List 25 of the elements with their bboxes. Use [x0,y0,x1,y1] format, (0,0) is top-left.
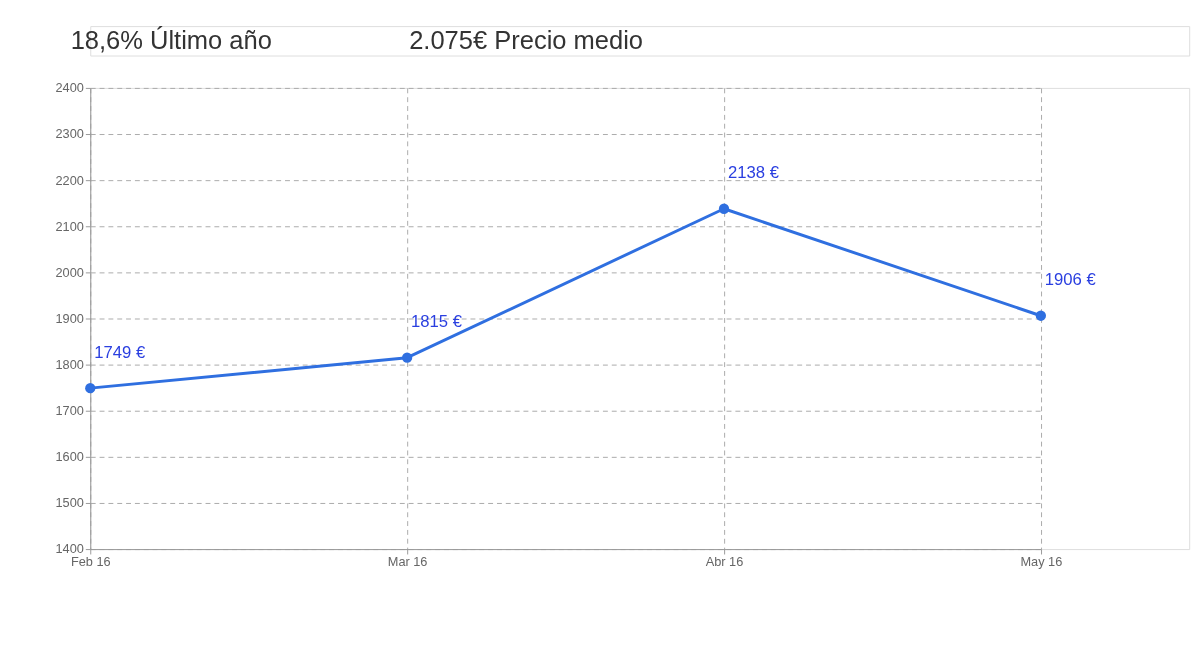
y-tick-label: 1800 [55,357,84,373]
point [85,383,96,394]
point [718,203,730,214]
data-label: 1906 € [1044,270,1097,290]
y-tick-label: 1600 [55,449,84,465]
x-tick-label: Abr 16 [705,554,744,570]
data-label: 1749 € [94,342,146,362]
data-label: 2138 € [727,163,780,183]
data-label: 1815 € [411,312,463,332]
y-tick-label: 1900 [55,310,84,326]
point [1035,310,1046,321]
y-tick-label: 2100 [55,218,84,234]
text: 2.075€ Precio medio [409,25,644,54]
point [401,352,413,363]
y-tick-label: 1500 [55,495,84,511]
x-tick-label: Feb 16 [70,554,111,570]
y-tick-label: 1700 [55,403,84,419]
y-tick-label: 1400 [55,541,84,557]
text: 18,6% Último año [70,25,272,54]
x-tick-label: May 16 [1020,554,1063,570]
y-tick-label: 2000 [55,264,84,280]
y-tick-label: 2200 [55,172,84,188]
y-tick-label: 2300 [55,126,84,142]
x-tick-label: Mar 16 [387,554,428,570]
y-tick-label: 2400 [55,80,84,96]
